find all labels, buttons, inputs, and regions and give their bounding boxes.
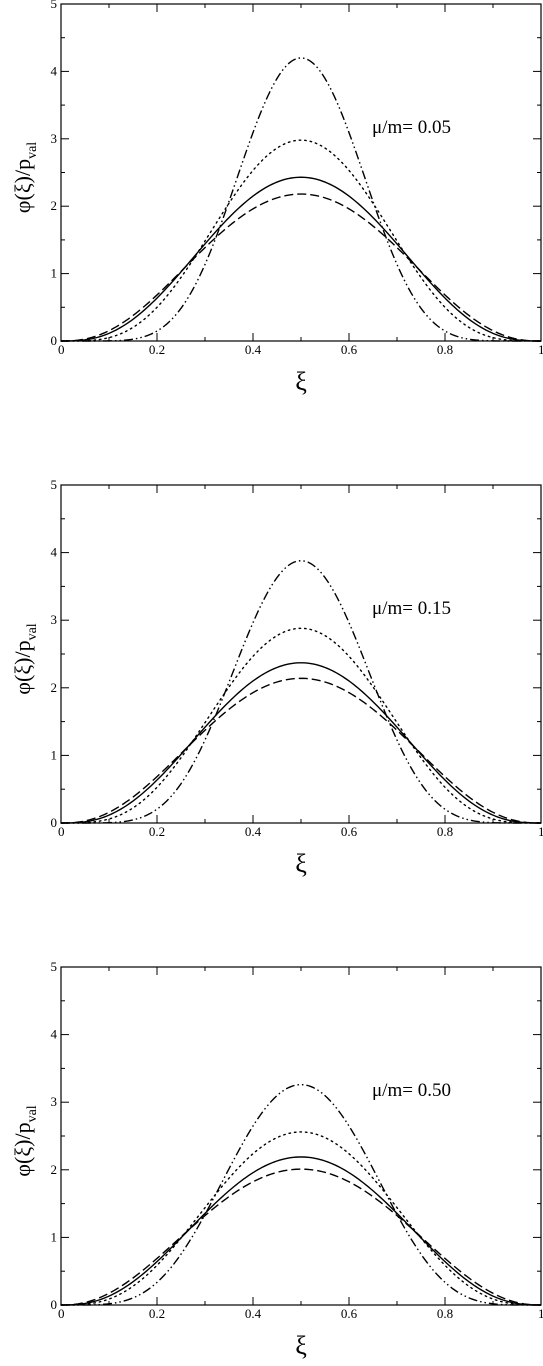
x-tick-label: 0: [58, 1306, 65, 1321]
y-tick-label: 1: [51, 747, 58, 762]
x-tick-label: 0.6: [341, 1306, 358, 1321]
x-tick-label: 1: [538, 1306, 543, 1321]
y-tick-label: 0: [51, 815, 58, 830]
y-tick-label: 1: [51, 1229, 58, 1244]
y-tick-label: 2: [51, 680, 58, 695]
series-line-solid: [61, 176, 541, 342]
mass-ratio-annotation: μ/m= 0.15: [372, 598, 451, 619]
y-tick-label: 3: [51, 1094, 58, 1109]
y-tick-label: 5: [51, 477, 58, 492]
series-line-dotted: [60, 1131, 542, 1306]
x-tick-label: 0.2: [149, 824, 165, 839]
y-tick-label: 3: [51, 612, 58, 627]
series-line-dash-dot-dot: [61, 1083, 541, 1306]
x-tick-label: 0.2: [149, 1306, 165, 1321]
x-axis-label: ξ: [295, 1331, 307, 1360]
y-tick-label: 4: [51, 1027, 58, 1042]
x-tick-label: 0.8: [437, 824, 453, 839]
mass-ratio-annotation: μ/m= 0.05: [372, 117, 451, 138]
y-tick-label: 0: [51, 333, 58, 348]
y-tick-label: 2: [51, 198, 58, 213]
x-tick-label: 0.4: [245, 1306, 262, 1321]
x-tick-label: 1: [538, 342, 543, 357]
y-axis-label-subscript: val: [25, 142, 40, 159]
y-axis-label-subscript: val: [25, 1105, 40, 1122]
plot-frame-2: [60, 484, 542, 824]
x-tick-label: 0: [58, 824, 65, 839]
series-line-solid: [61, 662, 541, 824]
y-tick-label: 4: [51, 63, 58, 78]
x-tick-label: 0.4: [245, 342, 262, 357]
series-line-solid: [61, 1156, 541, 1306]
x-tick-label: 1: [538, 824, 543, 839]
series-line-dotted: [60, 627, 542, 824]
y-tick-label: 5: [51, 959, 58, 974]
y-axis-label: φ(ξ)/pval: [10, 142, 40, 213]
y-tick-label: 0: [51, 1297, 58, 1312]
series-line-dashed: [60, 1168, 542, 1306]
x-tick-label: 0.6: [341, 342, 358, 357]
series-line-dotted: [60, 139, 542, 342]
y-tick-label: 5: [51, 0, 58, 11]
y-tick-label: 1: [51, 266, 58, 281]
series-line-dashed: [60, 677, 542, 824]
x-axis-label: ξ: [295, 367, 307, 396]
x-tick-label: 0.2: [149, 342, 165, 357]
x-tick-label: 0.8: [437, 1306, 453, 1321]
y-tick-label: 4: [51, 545, 58, 560]
mass-ratio-annotation: μ/m= 0.50: [372, 1080, 451, 1101]
plot-frame-3: [60, 966, 542, 1306]
y-axis-label: φ(ξ)/pval: [10, 1105, 40, 1176]
series-line-dash-dot-dot: [61, 57, 541, 342]
series-line-dash-dot-dot: [61, 560, 541, 824]
x-axis-label: ξ: [295, 849, 307, 878]
series-line-dashed: [60, 193, 542, 342]
x-tick-label: 0: [58, 342, 65, 357]
y-axis-label: φ(ξ)/pval: [10, 623, 40, 694]
plot-frame-1: [60, 3, 542, 342]
y-tick-label: 2: [51, 1162, 58, 1177]
y-axis-label-subscript: val: [25, 623, 40, 640]
x-tick-label: 0.4: [245, 824, 262, 839]
x-tick-label: 0.8: [437, 342, 453, 357]
y-tick-label: 3: [51, 131, 58, 146]
x-tick-label: 0.6: [341, 824, 358, 839]
